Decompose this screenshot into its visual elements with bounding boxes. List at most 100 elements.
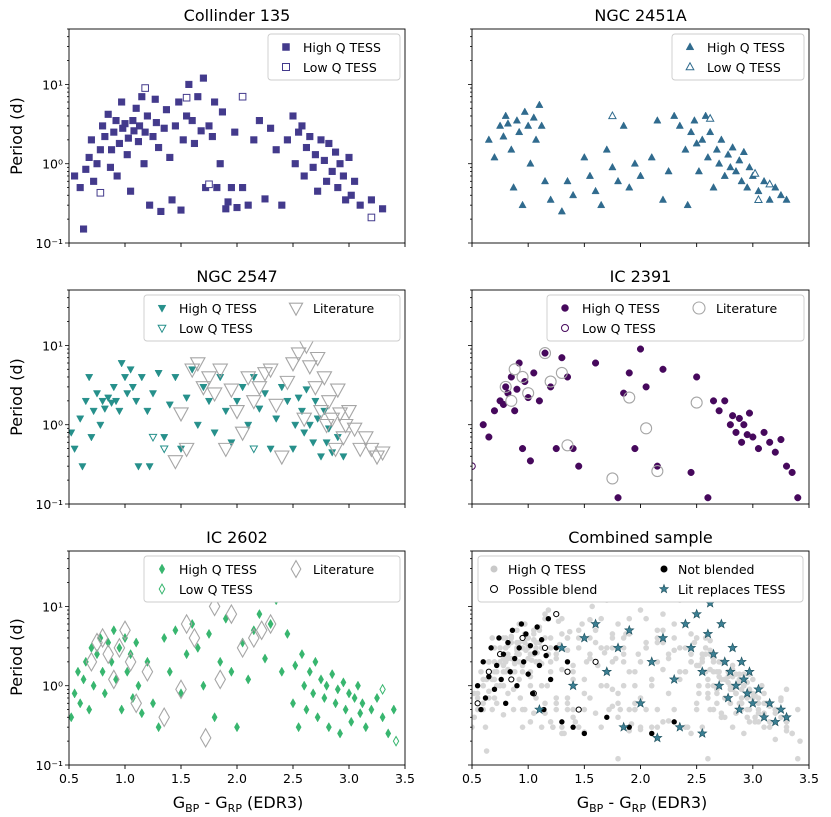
data-point bbox=[295, 128, 303, 136]
data-point bbox=[85, 153, 93, 161]
data-point bbox=[696, 662, 702, 669]
data-layer bbox=[472, 597, 803, 762]
data-point bbox=[363, 442, 380, 458]
data-point bbox=[632, 668, 638, 675]
legend: High Q TESS Low Q TESS bbox=[671, 33, 805, 81]
data-point bbox=[90, 177, 98, 185]
data-point bbox=[392, 735, 400, 747]
data-point bbox=[273, 450, 290, 466]
data-point bbox=[90, 680, 97, 691]
data-point bbox=[715, 407, 723, 415]
data-point bbox=[649, 730, 655, 737]
data-point bbox=[250, 136, 258, 144]
data-point bbox=[222, 205, 230, 213]
data-point bbox=[530, 631, 537, 637]
data-point bbox=[766, 719, 773, 725]
data-point bbox=[615, 621, 621, 627]
data-point bbox=[760, 428, 768, 436]
data-point bbox=[188, 117, 196, 125]
data-point bbox=[92, 390, 102, 398]
legend-marker bbox=[692, 301, 706, 315]
data-point bbox=[486, 688, 492, 695]
data-point bbox=[609, 631, 616, 637]
data-point bbox=[101, 133, 109, 141]
data-point bbox=[525, 655, 531, 662]
data-point bbox=[320, 156, 328, 164]
data-point bbox=[159, 445, 169, 454]
legend-label: Low Q TESS bbox=[179, 321, 253, 336]
legend-label: Low Q TESS bbox=[707, 60, 781, 75]
data-point bbox=[564, 647, 571, 654]
data-point bbox=[724, 150, 733, 158]
legend-marker bbox=[685, 61, 695, 71]
data-point bbox=[318, 418, 335, 434]
data-point bbox=[155, 143, 163, 152]
data-point bbox=[244, 201, 252, 209]
data-point bbox=[728, 143, 737, 151]
data-point bbox=[718, 710, 725, 717]
data-point bbox=[587, 655, 593, 662]
data-point bbox=[660, 611, 666, 617]
legend-marker bbox=[282, 63, 290, 71]
data-point bbox=[472, 714, 478, 721]
data-point bbox=[705, 682, 711, 689]
data-point bbox=[699, 724, 706, 730]
data-point bbox=[664, 166, 673, 175]
data-point bbox=[332, 148, 340, 156]
data-point bbox=[228, 404, 246, 420]
data-point bbox=[705, 755, 711, 762]
data-point bbox=[199, 74, 207, 82]
data-point bbox=[691, 639, 698, 646]
data-point bbox=[69, 712, 75, 723]
data-point bbox=[137, 374, 146, 382]
data-point bbox=[696, 690, 702, 697]
legend-label: Literature bbox=[313, 301, 375, 316]
panel-3: NGC 2547 10⁻¹ 10⁰ 10¹ High Q TESS Low Q TESS L… bbox=[35, 267, 406, 512]
data-point bbox=[256, 367, 274, 382]
data-point bbox=[527, 682, 534, 689]
legend-box bbox=[143, 555, 401, 603]
data-point bbox=[647, 152, 656, 161]
data-point bbox=[244, 421, 253, 430]
data-point bbox=[775, 704, 787, 715]
data-point bbox=[592, 639, 599, 646]
data-point bbox=[738, 695, 745, 701]
data-point bbox=[705, 690, 711, 697]
data-point bbox=[665, 651, 672, 657]
data-point bbox=[118, 98, 126, 106]
data-point bbox=[193, 421, 202, 430]
data-point bbox=[735, 155, 744, 164]
data-point bbox=[120, 374, 130, 382]
series-not-blended bbox=[474, 616, 677, 737]
data-point bbox=[626, 706, 633, 713]
data-point bbox=[206, 628, 212, 640]
data-point bbox=[96, 421, 105, 430]
data-point bbox=[797, 738, 803, 744]
data-point bbox=[613, 176, 623, 185]
data-point bbox=[733, 671, 739, 677]
data-point bbox=[93, 160, 101, 168]
data-point bbox=[766, 724, 773, 730]
data-point bbox=[260, 390, 270, 398]
data-point bbox=[526, 159, 535, 167]
data-point bbox=[505, 651, 511, 657]
data-point bbox=[794, 755, 801, 762]
data-point bbox=[80, 225, 88, 233]
data-point bbox=[643, 639, 649, 646]
data-point bbox=[200, 371, 218, 386]
data-point bbox=[519, 445, 527, 453]
data-point bbox=[261, 195, 269, 203]
data-point bbox=[218, 108, 226, 116]
data-point bbox=[654, 639, 661, 646]
data-point bbox=[505, 639, 511, 646]
data-point bbox=[379, 712, 386, 723]
data-point bbox=[150, 698, 156, 709]
data-point bbox=[615, 714, 621, 721]
data-point bbox=[624, 624, 635, 635]
x-tick-label: 3.5 bbox=[395, 771, 415, 786]
data-point bbox=[587, 635, 593, 641]
data-point bbox=[727, 700, 734, 707]
data-point bbox=[89, 407, 98, 416]
data-point bbox=[217, 656, 224, 667]
data-point bbox=[536, 662, 543, 669]
